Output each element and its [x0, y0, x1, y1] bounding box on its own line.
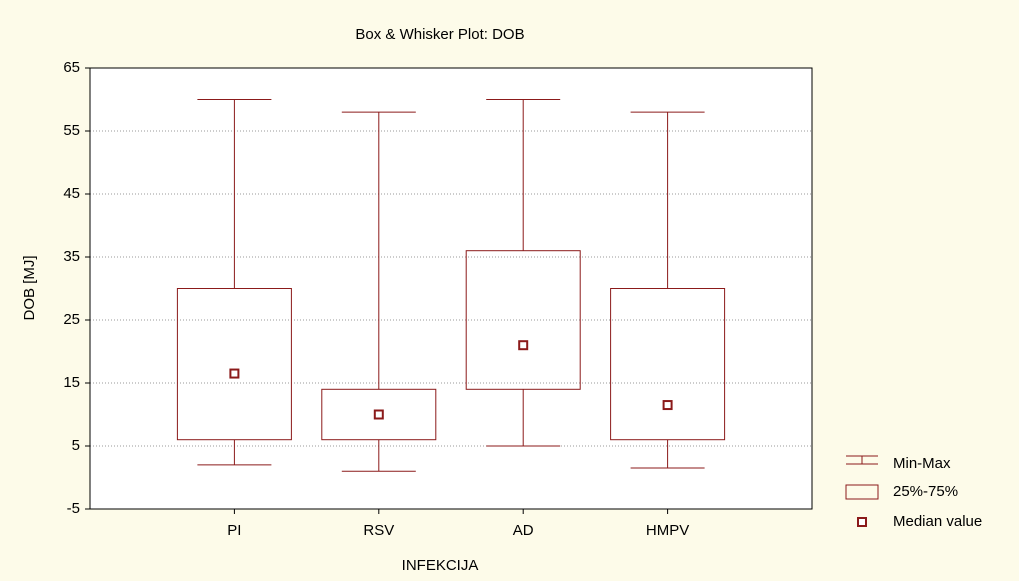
- median: [229, 368, 240, 379]
- legend-label: Median value: [893, 513, 982, 530]
- y-tick-label: 5: [72, 437, 80, 454]
- y-axis-label: DOB [MJ]: [21, 255, 38, 320]
- y-tick-label: 25: [63, 311, 80, 328]
- plot-frame: [89, 67, 813, 510]
- y-tick-label: 55: [63, 122, 80, 139]
- median: [662, 400, 673, 411]
- median: [518, 340, 529, 351]
- legend-label: 25%-75%: [893, 483, 958, 500]
- y-tick-label: 35: [63, 248, 80, 265]
- box: [321, 388, 437, 441]
- legend-label: Min-Max: [893, 455, 951, 472]
- x-axis-label: INFEKCIJA: [402, 557, 479, 574]
- x-tick-label: HMPV: [646, 522, 689, 539]
- box: [465, 250, 581, 390]
- median: [373, 409, 384, 420]
- legend-median: [857, 517, 867, 527]
- legend-box: [845, 484, 879, 500]
- x-tick-label: PI: [227, 522, 241, 539]
- x-tick-label: RSV: [363, 522, 394, 539]
- y-tick-label: 65: [63, 59, 80, 76]
- y-tick-label: -5: [67, 500, 80, 517]
- box: [610, 288, 726, 441]
- box: [176, 288, 292, 441]
- y-tick-label: 45: [63, 185, 80, 202]
- y-tick-label: 15: [63, 374, 80, 391]
- chart-title: Box & Whisker Plot: DOB: [355, 26, 524, 43]
- x-tick-label: AD: [513, 522, 534, 539]
